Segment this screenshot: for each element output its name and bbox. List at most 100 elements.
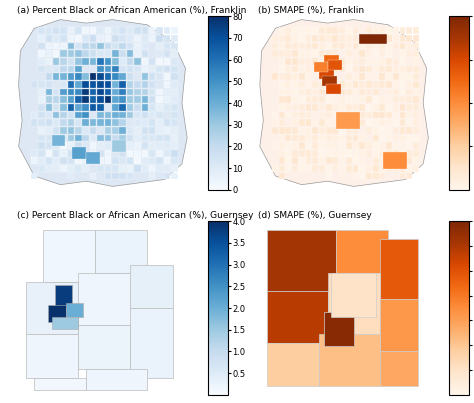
Bar	[164, 50, 170, 57]
Bar	[413, 35, 419, 42]
Bar	[97, 112, 104, 118]
Bar	[105, 135, 111, 141]
Polygon shape	[52, 317, 78, 329]
Bar	[75, 158, 82, 164]
Bar	[149, 119, 155, 126]
Bar	[379, 50, 385, 57]
Bar	[46, 73, 52, 80]
Bar	[366, 50, 372, 57]
Bar	[60, 50, 67, 57]
Bar	[393, 66, 399, 73]
Bar	[279, 112, 284, 118]
Bar	[292, 104, 298, 111]
Bar	[105, 158, 111, 164]
Bar	[366, 119, 372, 126]
Bar	[53, 127, 59, 133]
Bar	[134, 127, 141, 133]
Bar	[46, 127, 52, 133]
Bar	[285, 43, 292, 50]
Bar	[53, 66, 59, 73]
Bar	[279, 127, 284, 133]
Bar	[112, 158, 118, 164]
Bar	[285, 150, 292, 156]
Bar	[97, 165, 104, 172]
Bar	[279, 58, 284, 65]
Bar	[413, 165, 419, 172]
Bar	[171, 119, 178, 126]
Bar	[75, 35, 82, 42]
Bar	[292, 89, 298, 96]
Bar	[68, 35, 74, 42]
Bar	[393, 150, 399, 156]
Bar	[406, 150, 412, 156]
Bar	[332, 73, 338, 80]
Bar	[46, 35, 52, 42]
Polygon shape	[26, 282, 78, 334]
Bar	[149, 66, 155, 73]
Bar	[171, 27, 178, 34]
Bar	[406, 35, 412, 42]
Bar	[339, 89, 345, 96]
Bar	[373, 27, 379, 34]
Bar	[292, 27, 298, 34]
Bar	[127, 35, 133, 42]
Bar	[379, 104, 385, 111]
Bar	[379, 150, 385, 156]
Bar	[171, 35, 178, 42]
Bar	[332, 158, 338, 164]
Bar	[68, 135, 74, 141]
Bar	[299, 142, 305, 149]
Bar	[171, 173, 178, 179]
Bar	[90, 127, 96, 133]
Bar	[379, 165, 385, 172]
Bar	[339, 35, 345, 42]
Polygon shape	[86, 369, 147, 390]
Bar	[326, 158, 332, 164]
Bar	[413, 127, 419, 133]
Bar	[97, 104, 104, 111]
Bar	[373, 135, 379, 141]
Bar	[353, 173, 358, 179]
Bar	[279, 81, 284, 88]
Polygon shape	[18, 20, 187, 187]
Bar	[82, 89, 89, 96]
Bar	[339, 66, 345, 73]
Bar	[164, 43, 170, 50]
Bar	[272, 127, 278, 133]
Bar	[97, 89, 104, 96]
Bar	[134, 58, 141, 65]
Bar	[60, 112, 67, 118]
Bar	[306, 89, 311, 96]
Bar	[326, 96, 332, 103]
Bar	[332, 50, 338, 57]
Bar	[319, 69, 334, 79]
Bar	[112, 127, 118, 133]
Bar	[156, 66, 163, 73]
Bar	[359, 34, 387, 44]
Bar	[119, 27, 126, 34]
Bar	[53, 50, 59, 57]
Bar	[373, 142, 379, 149]
Bar	[46, 27, 52, 34]
Bar	[400, 135, 405, 141]
Bar	[366, 43, 372, 50]
Bar	[112, 50, 118, 57]
Bar	[400, 112, 405, 118]
Bar	[38, 104, 45, 111]
Bar	[171, 81, 178, 88]
Bar	[53, 112, 59, 118]
Bar	[60, 81, 67, 88]
Bar	[68, 27, 74, 34]
Bar	[112, 27, 118, 34]
Bar	[353, 104, 358, 111]
Bar	[346, 135, 352, 141]
Polygon shape	[130, 308, 173, 378]
Bar	[279, 66, 284, 73]
Bar	[393, 158, 399, 164]
Bar	[164, 104, 170, 111]
Bar	[285, 135, 292, 141]
Bar	[75, 43, 82, 50]
Bar	[379, 158, 385, 164]
Bar	[142, 104, 148, 111]
Polygon shape	[336, 230, 388, 273]
